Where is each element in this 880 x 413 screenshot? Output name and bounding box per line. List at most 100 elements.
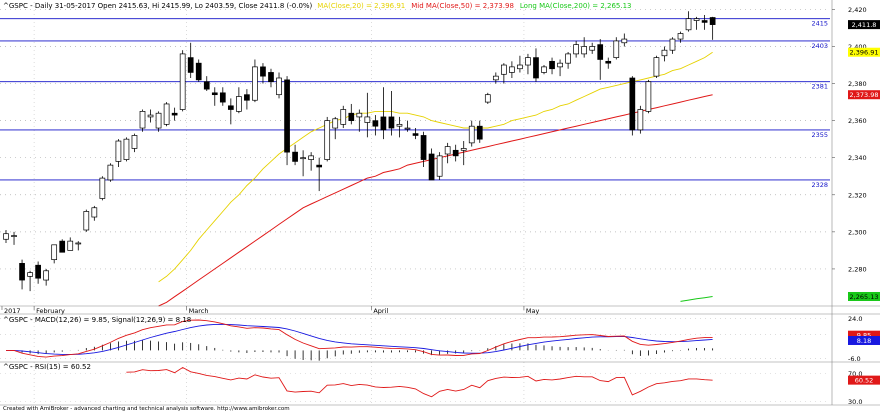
- y-tick-label: 2,420: [848, 6, 867, 14]
- candle: [597, 39, 604, 80]
- candle: [252, 59, 258, 103]
- candle: [155, 111, 162, 132]
- candle: [268, 68, 274, 88]
- candle: [163, 102, 170, 127]
- candle-body-down: [316, 164, 323, 168]
- candle-body-down: [597, 44, 604, 60]
- candle: [565, 52, 571, 69]
- rsi-tag-bg: [848, 375, 880, 385]
- candle-body-up: [669, 38, 676, 51]
- x-tick-label: 2017: [4, 307, 21, 315]
- price-tag: 2,265.13: [850, 293, 879, 301]
- candle-body-up: [91, 207, 98, 218]
- candle-body-down: [35, 264, 41, 279]
- price-header: ^GSPC - Daily 31-05-2017 Open 2415.63, H…: [3, 2, 313, 10]
- candle: [476, 120, 483, 143]
- candle-body-down: [420, 135, 427, 160]
- rsi-line: [126, 366, 713, 398]
- candle-body-up: [589, 46, 596, 51]
- horizontal-levels: 2415 2403 2381 2355 2328: [0, 18, 830, 189]
- candle-body-up: [685, 18, 692, 31]
- y-tick-label: 2,300: [848, 228, 867, 236]
- price-tag-bg: [848, 90, 880, 100]
- candle: [605, 57, 612, 69]
- candle: [91, 205, 98, 221]
- candle-body-up: [509, 66, 515, 73]
- candle-body-up: [653, 57, 660, 77]
- candle-body-up: [3, 233, 9, 240]
- candle: [59, 239, 66, 253]
- ma-label: Long MA(Close,200) = 2,265.13: [520, 2, 632, 10]
- ma-label: Mid MA(Close,50) = 2,373.98: [411, 2, 514, 10]
- candle: [292, 144, 298, 166]
- candle: [677, 31, 684, 43]
- candle-body-up: [525, 57, 531, 66]
- candle-body-up: [517, 64, 523, 70]
- macd-signal-line: [6, 323, 713, 355]
- candle: [669, 37, 676, 54]
- candle: [3, 230, 9, 243]
- candle: [533, 48, 539, 82]
- candle: [195, 59, 202, 82]
- candle-body-up: [236, 96, 242, 112]
- candle: [436, 152, 443, 180]
- candle-body-up: [115, 140, 122, 162]
- candle-body-up: [340, 109, 347, 125]
- macd-line: [5, 319, 713, 358]
- candle-body-up: [573, 44, 579, 55]
- macd-tick-label: 24.0: [848, 315, 862, 323]
- candle-body-up: [565, 53, 571, 64]
- price-tag-bg: [848, 291, 880, 301]
- candle-body-up: [404, 127, 411, 130]
- candle: [340, 105, 347, 129]
- candle-body-down: [59, 240, 66, 253]
- candle: [236, 87, 242, 114]
- candle: [260, 63, 266, 84]
- x-tick-label: April: [373, 307, 388, 315]
- candle: [123, 137, 130, 162]
- candle-body-up: [677, 33, 684, 40]
- candle: [316, 157, 323, 192]
- candle: [557, 59, 563, 77]
- candle-body-up: [43, 270, 50, 281]
- candle-body-up: [364, 116, 371, 123]
- candle: [99, 176, 106, 201]
- candle-body-up: [468, 125, 475, 144]
- candle-body-up: [492, 75, 499, 81]
- candle-body-down: [533, 57, 539, 79]
- candle: [348, 103, 355, 125]
- candle: [460, 141, 467, 166]
- candle-body-down: [268, 72, 274, 83]
- candle-body-down: [348, 112, 355, 121]
- candle-body-up: [693, 18, 700, 21]
- candle-body-up: [83, 211, 90, 231]
- level-label: 2355: [811, 131, 828, 139]
- candle: [276, 72, 282, 99]
- candle: [388, 90, 395, 136]
- y-tick-label: 2,400: [848, 43, 867, 51]
- candle-body-down: [380, 116, 387, 131]
- candle: [308, 152, 314, 171]
- macd-header: ^GSPC - MACD(12,26) = 9.85, Signal(12,26…: [3, 316, 191, 324]
- candle: [661, 46, 668, 62]
- candle: [324, 116, 331, 162]
- candle: [629, 76, 636, 136]
- candle-body-up: [51, 244, 58, 261]
- candle: [139, 109, 146, 132]
- x-tick-label: May: [526, 307, 540, 315]
- price-axis: 2,420 2,400 2,380 2,360 2,340 2,320 2,300 2,280…: [831, 0, 880, 405]
- time-axis: 2017 February March April May: [0, 305, 880, 406]
- candle: [637, 105, 644, 134]
- candle: [11, 231, 17, 245]
- candle-body-up: [27, 272, 33, 277]
- candle: [43, 268, 50, 286]
- candle-body-down: [452, 149, 459, 157]
- candle-body-up: [11, 235, 17, 237]
- candle: [300, 150, 306, 177]
- candle: [444, 142, 451, 164]
- candle-body-down: [709, 17, 716, 25]
- candle-body-down: [219, 92, 226, 103]
- candle-body-up: [131, 135, 138, 149]
- ma50-line: [158, 94, 713, 307]
